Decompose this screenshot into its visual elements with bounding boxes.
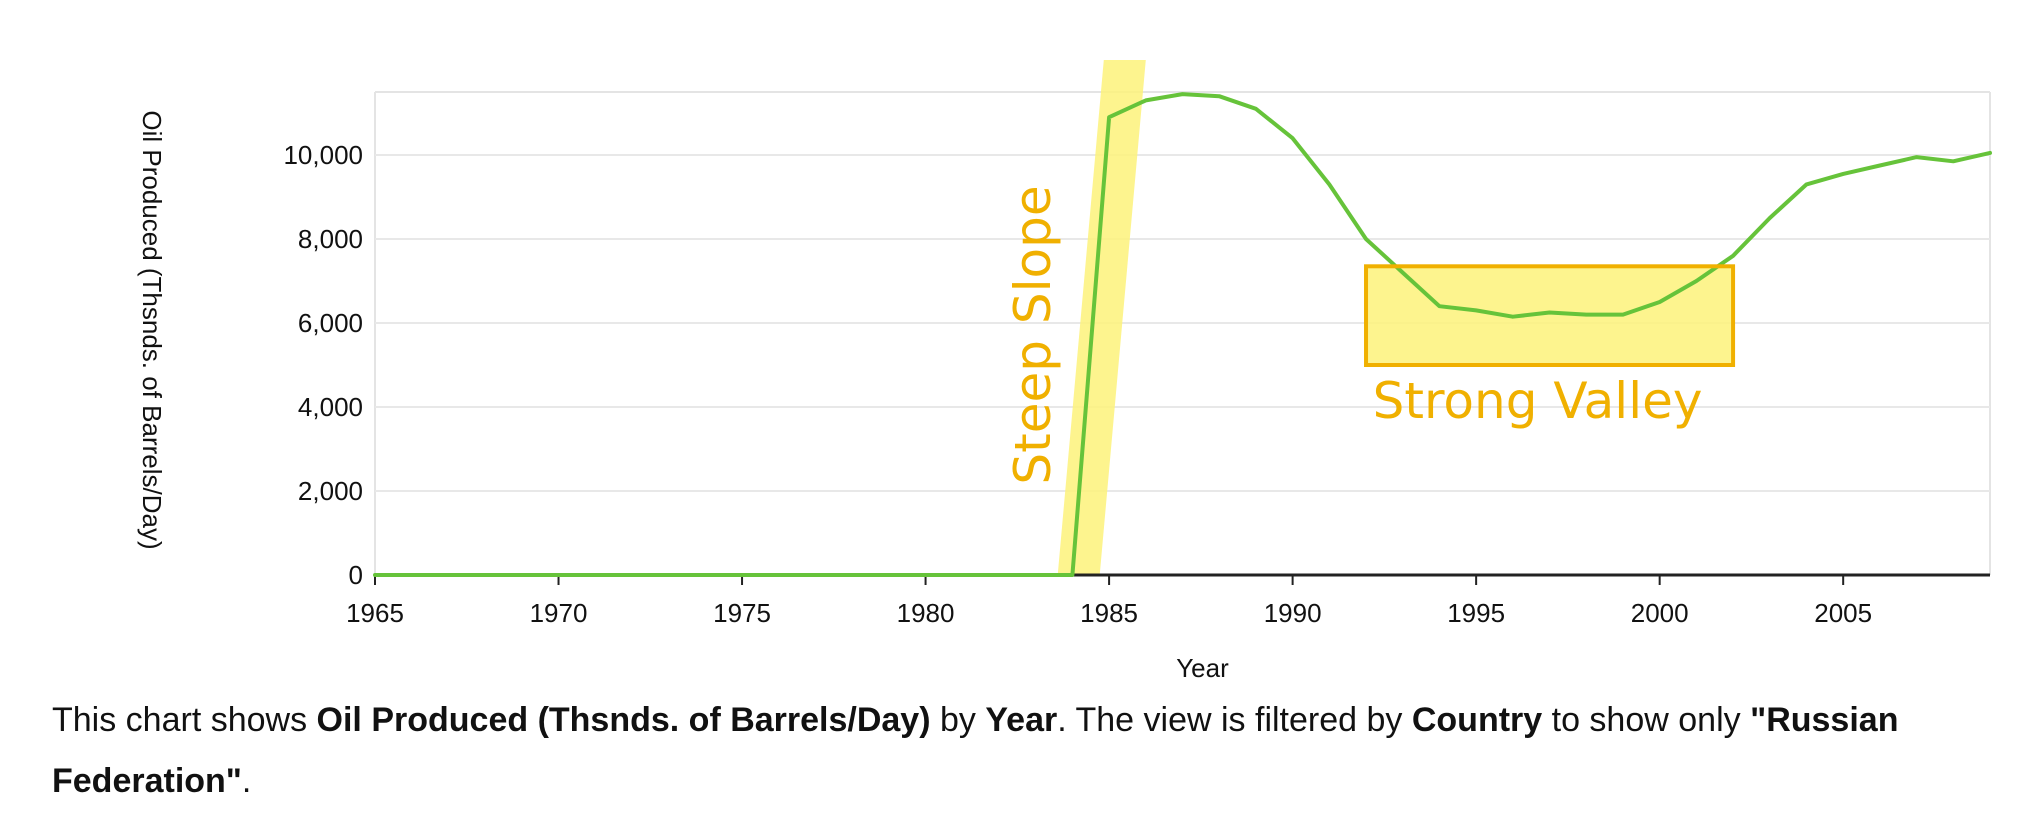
annotation-labels: Steep Slope Strong Valley	[1004, 185, 1736, 485]
caption-measure: Oil Produced (Thsnds. of Barrels/Day)	[316, 701, 931, 739]
caption-text: .	[241, 762, 252, 800]
y-tick-label: 0	[349, 560, 363, 590]
line-chart: 0 2,000 4,000 6,000 8,000 10,000 1965 1970 1975 1…	[137, 60, 1992, 683]
y-tick-label: 10,000	[283, 140, 363, 170]
gridlines	[374, 91, 1991, 575]
strong-valley-highlight	[1366, 266, 1734, 365]
y-tick-label: 2,000	[298, 476, 363, 506]
caption-text: by	[930, 701, 986, 739]
x-tick-label: 2005	[1814, 598, 1872, 628]
caption-dimension: Year	[985, 701, 1058, 739]
steep-slope-label: Steep Slope	[1004, 185, 1062, 484]
y-tick-label: 4,000	[298, 392, 363, 422]
y-tick-label: 6,000	[298, 308, 363, 338]
chart-caption: This chart shows Oil Produced (Thsnds. o…	[52, 690, 2012, 812]
x-tick-label: 1985	[1080, 598, 1138, 628]
series-line	[373, 92, 1992, 577]
axes: 0 2,000 4,000 6,000 8,000 10,000 1965 1970 1975 1…	[137, 110, 1990, 683]
caption-text: to show only	[1542, 701, 1751, 739]
steep-slope-highlight	[1057, 60, 1146, 575]
caption-text: . The view is filtered by	[1057, 701, 1412, 739]
x-tick-label: 1965	[346, 598, 404, 628]
y-tick-label: 8,000	[298, 224, 363, 254]
x-tick-label: 1970	[530, 598, 588, 628]
strong-valley-label: Strong Valley	[1373, 372, 1703, 430]
annotation-highlights	[1057, 60, 1734, 575]
x-axis-title: Year	[1176, 653, 1229, 683]
x-tick-label: 1975	[713, 598, 771, 628]
x-tick-label: 1980	[897, 598, 955, 628]
strong-valley-box	[1364, 264, 1736, 367]
x-tick-label: 1995	[1447, 598, 1505, 628]
x-tick-label: 2000	[1631, 598, 1689, 628]
x-tick-label: 1990	[1264, 598, 1322, 628]
caption-filter-field: Country	[1411, 701, 1543, 739]
series	[373, 92, 1992, 577]
caption-text: This chart shows	[52, 701, 317, 739]
caption-filter-value: "Russian Federation"	[52, 701, 1899, 800]
y-axis-title: Oil Produced (Thsnds. of Barrels/Day)	[137, 110, 167, 549]
